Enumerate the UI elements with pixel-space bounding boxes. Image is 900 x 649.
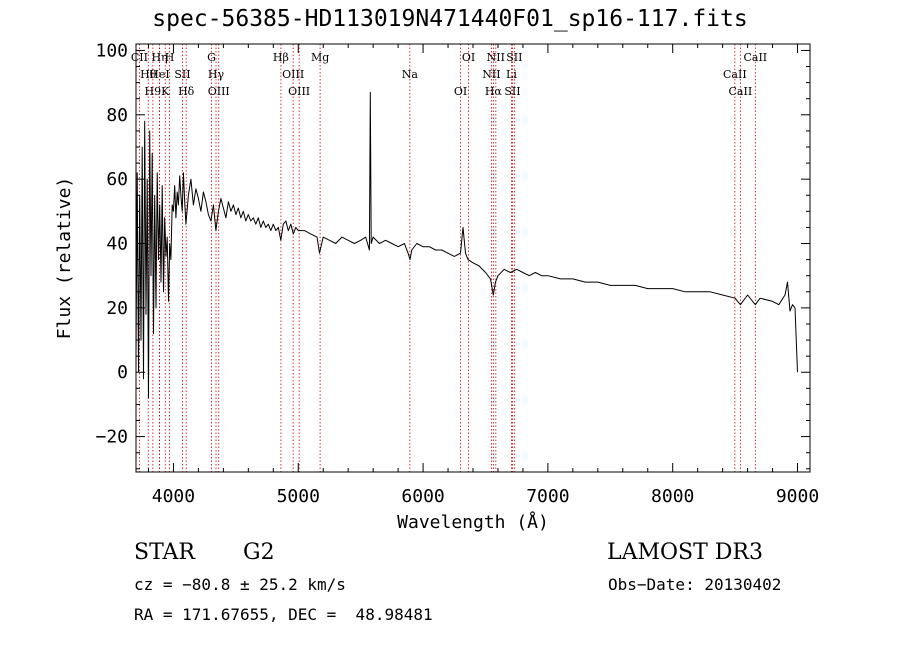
line-label-2: H9 [145, 85, 162, 98]
y-tick-label: 0 [117, 362, 128, 383]
spectrum-line [135, 91, 798, 399]
line-label-21: NII [487, 51, 505, 64]
observation-date: Obs−Date: 20130402 [608, 575, 782, 594]
line-label-10: Hγ [208, 68, 225, 81]
line-label-4: HeI [149, 68, 169, 81]
x-tick-label: 8000 [651, 486, 694, 507]
x-tick-label: 7000 [526, 486, 569, 507]
line-label-5: K [161, 85, 170, 98]
y-tick-label: 20 [106, 298, 128, 319]
line-label-19: NII [482, 68, 500, 81]
object-class: STAR [134, 540, 195, 565]
line-label-13: OIII [282, 68, 304, 81]
x-tick-label: 4000 [152, 486, 195, 507]
chart-title: spec-56385-HD113019N471440F01_sp16-117.f… [152, 6, 748, 32]
object-subclass: G2 [243, 540, 275, 565]
line-label-26: CaII [729, 85, 753, 98]
coordinates: RA = 171.67655, DEC = 48.98481 [134, 605, 433, 624]
x-tick-label: 9000 [776, 486, 819, 507]
y-tick-label: 60 [106, 169, 128, 190]
plot-frame [135, 43, 811, 473]
y-axis-label: Flux (relative) [54, 177, 75, 340]
line-label-20: Hα [485, 85, 503, 98]
line-label-3: Hη [151, 51, 167, 64]
line-label-9: G [207, 51, 216, 64]
y-tick-label: −20 [95, 427, 128, 448]
y-tick-label: 100 [95, 40, 128, 61]
line-label-16: Na [402, 68, 419, 81]
line-label-14: OIII [288, 85, 310, 98]
line-label-6: H [165, 51, 175, 64]
line-label-24: SII [506, 51, 522, 64]
line-label-18: OI [462, 51, 475, 64]
line-label-27: CaII [743, 51, 767, 64]
line-label-23: SII [504, 85, 520, 98]
x-axis-label: Wavelength (Å) [397, 511, 549, 533]
line-label-11: OIII [208, 85, 230, 98]
line-label-8: Hδ [178, 85, 195, 98]
redshift-velocity: cz = −80.8 ± 25.2 km/s [134, 575, 346, 594]
line-label-22: Li [506, 68, 517, 81]
line-label-0: CII [131, 51, 148, 64]
x-tick-label: 5000 [277, 486, 320, 507]
y-tick-label: 80 [106, 105, 128, 126]
line-label-17: OI [454, 85, 467, 98]
line-label-25: CaII [723, 68, 747, 81]
line-label-15: Mg [311, 51, 329, 64]
survey-name: LAMOST DR3 [607, 540, 763, 565]
x-tick-label: 6000 [401, 486, 444, 507]
line-label-7: SII [174, 68, 190, 81]
line-label-12: Hβ [273, 51, 289, 64]
line-label-1: Hθ [140, 68, 157, 81]
y-tick-label: 40 [106, 234, 128, 255]
